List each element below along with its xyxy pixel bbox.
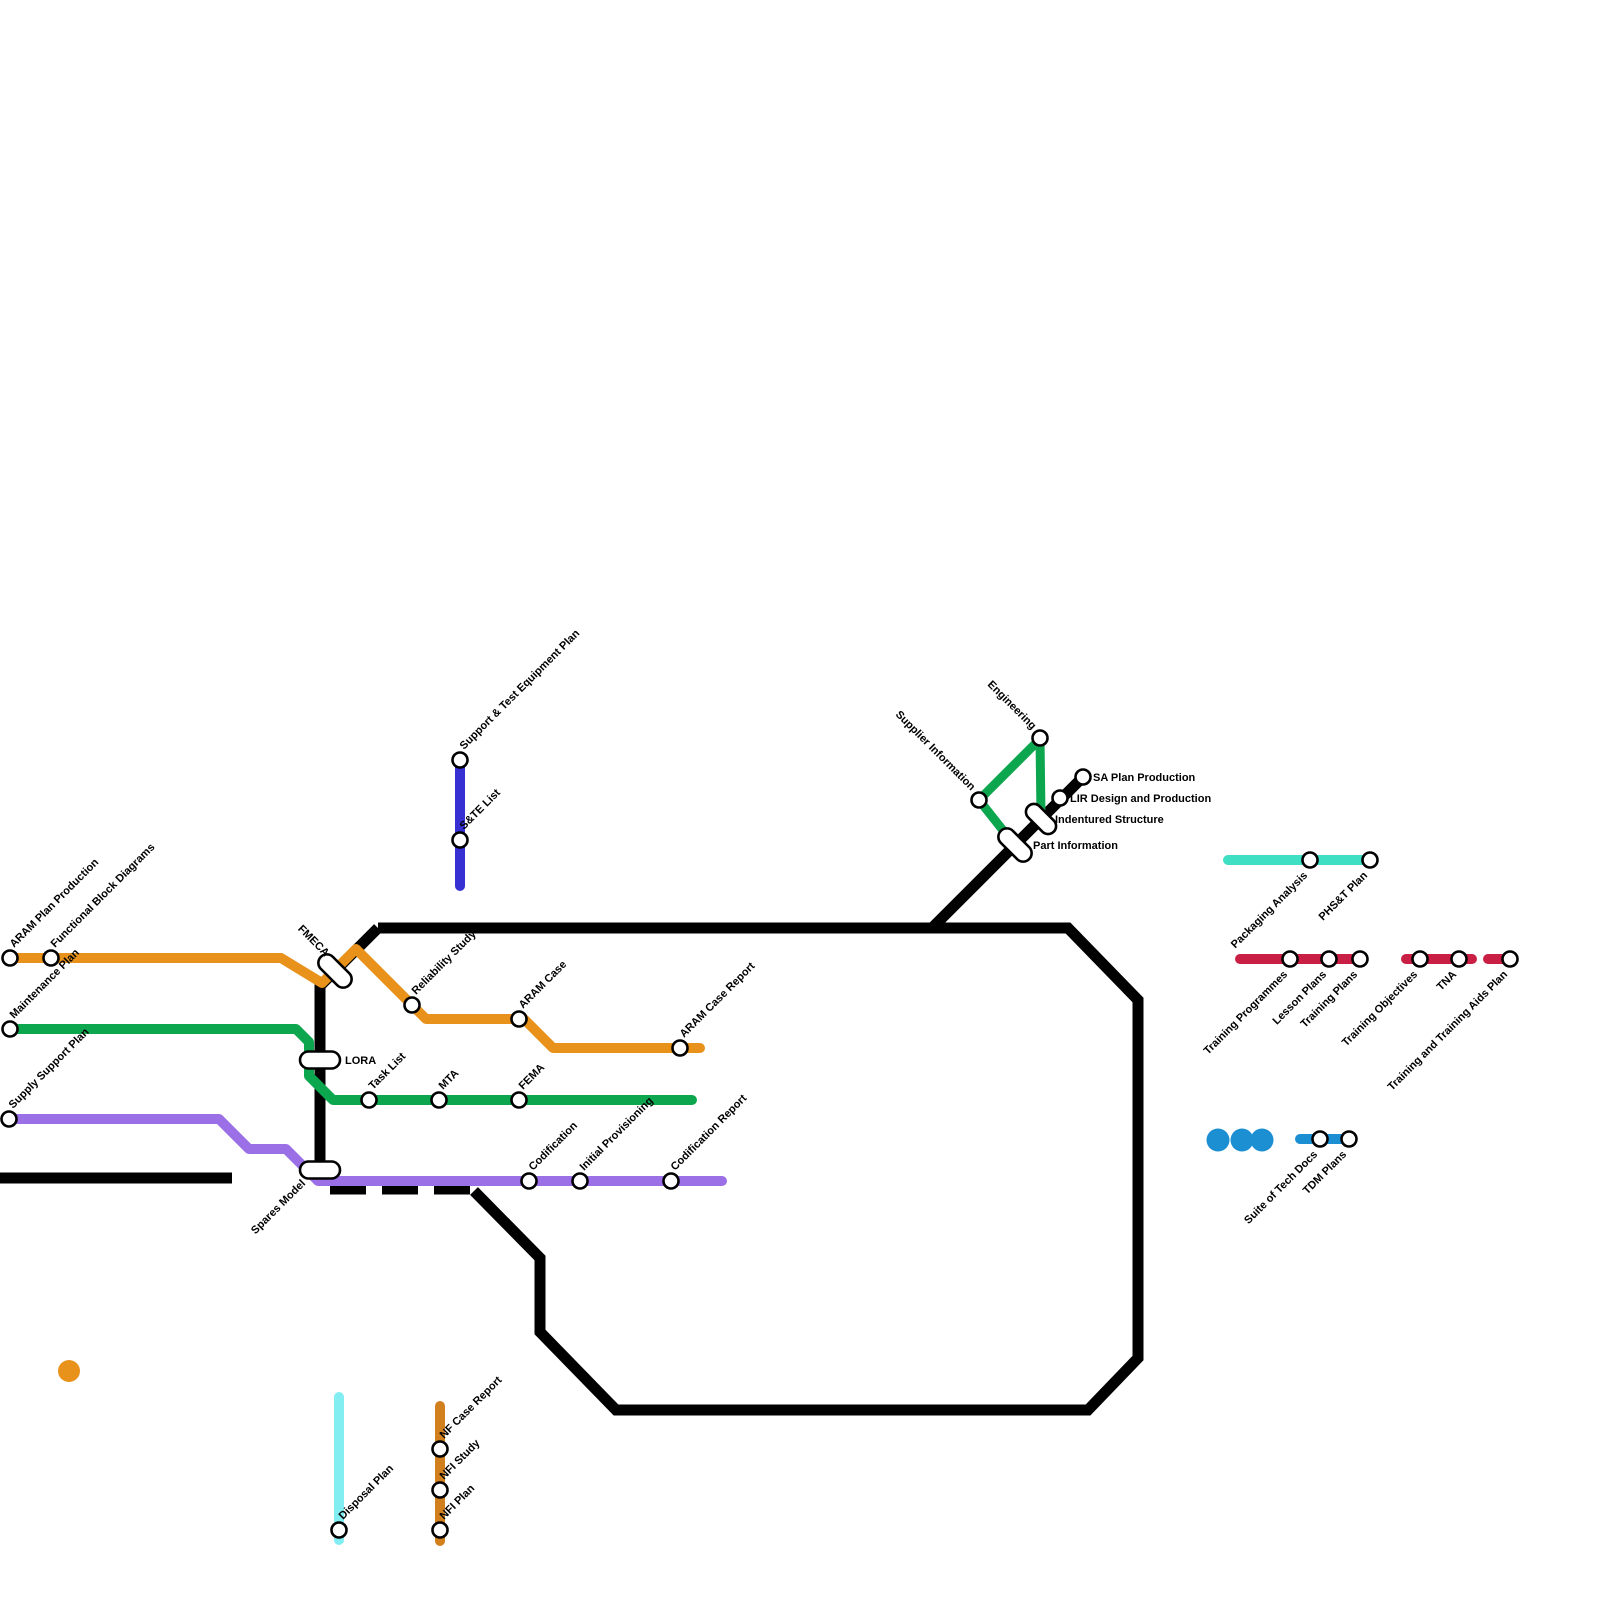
station-ste-list (451, 831, 469, 849)
station-lir-design-and-production (1051, 789, 1069, 807)
label-indentured-structure: Indentured Structure (1055, 814, 1164, 826)
station-initial-provisioning (571, 1172, 589, 1190)
label-mta: MTA (437, 1067, 462, 1092)
station-indentured-structure (1024, 802, 1058, 836)
label-supplier-information: Supplier Information (893, 709, 978, 794)
station-tna (1450, 950, 1468, 968)
label-codification: Codification (527, 1120, 581, 1174)
line-green-loop (974, 734, 1046, 848)
label-supply-support-plan: Supply Support Plan (7, 1026, 92, 1111)
station-packaging-analysis (1301, 851, 1319, 869)
station-sa-plan-production (1074, 768, 1092, 786)
line-black-loop (378, 922, 1144, 1416)
label-aram-case-report: ARAM Case Report (678, 960, 758, 1040)
station-functional-block-diagrams (42, 949, 60, 967)
station-fmeca (317, 953, 353, 989)
label-disposal-plan: Disposal Plan (337, 1462, 397, 1522)
station-task-list (360, 1091, 378, 1109)
label-fmeca: FMECA (295, 923, 331, 959)
label-part-information: Part Information (1033, 840, 1118, 852)
station-nfi-study (431, 1481, 449, 1499)
station-codification (520, 1172, 538, 1190)
station-maintenance-plan (1, 1020, 19, 1038)
label-initial-provisioning: Initial Provisioning (578, 1095, 656, 1173)
station-supply-support-plan (0, 1110, 18, 1128)
label-sa-plan-production: SA Plan Production (1093, 772, 1196, 784)
station-aram-case-report (671, 1039, 689, 1057)
station-fema (510, 1091, 528, 1109)
label-engineering: Engineering (985, 679, 1038, 732)
station-training-objectives (1411, 950, 1429, 968)
station-spares-model (298, 1160, 342, 1180)
station-training-and-training-aids-plan (1501, 950, 1519, 968)
station-training-plans (1351, 950, 1369, 968)
station-aram-plan-production (1, 949, 19, 967)
label-spares-model: Spares Model (249, 1178, 308, 1237)
label-lir-design-and-production: LIR Design and Production (1070, 793, 1211, 805)
label-nf-case-report: NF Case Report (438, 1374, 505, 1441)
tech-docs-dot-1 (1206, 1128, 1230, 1152)
station-nf-case-report (431, 1440, 449, 1458)
label-training-plans: Training Plans (1298, 969, 1360, 1031)
line-purple-supply (4, 1114, 727, 1186)
tech-docs-dot-3 (1250, 1128, 1274, 1152)
label-reliability-study: Reliability Study (410, 928, 480, 998)
station-aram-case (510, 1010, 528, 1028)
label-lora: LORA (345, 1055, 376, 1067)
label-packaging-analysis: Packaging Analysis (1229, 870, 1310, 951)
station-tdm-plans (1340, 1130, 1358, 1148)
label-support-test-equipment-plan: Support & Test Equipment Plan (458, 627, 583, 752)
station-mta (430, 1091, 448, 1109)
label-tna: TNA (1435, 969, 1460, 994)
tech-docs-dot-2 (1230, 1128, 1254, 1152)
station-nfi-plan (431, 1521, 449, 1539)
station-training-programmes (1281, 950, 1299, 968)
station-disposal-plan (330, 1521, 348, 1539)
station-lesson-plans (1320, 950, 1338, 968)
station-reliability-study (403, 996, 421, 1014)
label-phst-plan: PHS&T Plan (1317, 869, 1371, 923)
station-part-information (997, 827, 1033, 863)
station-lora (298, 1050, 342, 1070)
station-phst-plan (1361, 851, 1379, 869)
station-supplier-information (970, 791, 988, 809)
station-support-test-equipment-plan (451, 751, 469, 769)
station-engineering (1031, 729, 1049, 747)
orange-dot (58, 1360, 80, 1382)
station-suite-of-tech-docs (1311, 1130, 1329, 1148)
station-codification-report (662, 1172, 680, 1190)
label-fema: FEMA (517, 1062, 548, 1093)
line-orange-aram (5, 944, 705, 1053)
label-aram-case: ARAM Case (517, 959, 570, 1012)
